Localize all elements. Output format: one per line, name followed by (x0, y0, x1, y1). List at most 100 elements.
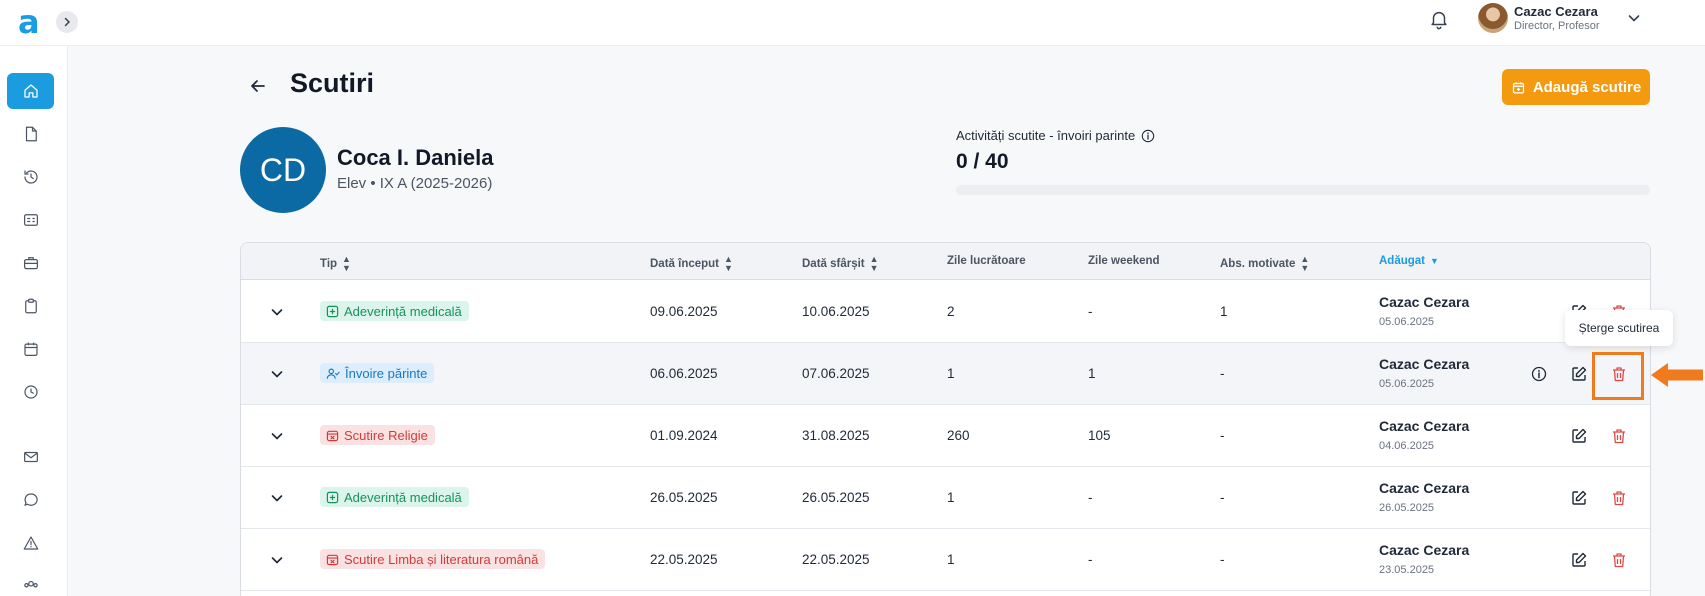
sidebar (0, 46, 68, 596)
col-workdays: Zile lucrătoare (947, 255, 1026, 267)
nav-documents[interactable] (7, 116, 54, 152)
type-badge: Scutire Religie (320, 425, 435, 445)
chat-icon (23, 493, 38, 506)
nav-clipboard[interactable] (7, 288, 54, 324)
type-badge: Scutire Limba și literatura română (320, 549, 546, 569)
chevron-right-icon (64, 17, 70, 27)
nav-chat[interactable] (7, 482, 54, 518)
type-badge: Învoire părinte (320, 363, 435, 383)
added-on: 04.06.2025 (1379, 440, 1435, 452)
chevron-down-icon[interactable] (268, 489, 286, 507)
nav-portfolio[interactable] (7, 245, 54, 281)
end-date: 31.08.2025 (802, 428, 870, 443)
start-date: 22.05.2025 (650, 552, 718, 567)
nav-home[interactable] (7, 73, 54, 109)
added-by: Cazac Cezara (1379, 356, 1470, 372)
plus-square-icon (326, 491, 339, 503)
quota-progress-bar (956, 185, 1650, 195)
home-icon (23, 84, 38, 98)
start-date: 26.05.2025 (650, 490, 718, 505)
trash-icon[interactable] (1610, 551, 1628, 569)
add-exemption-button[interactable]: Adaugă scutire (1502, 69, 1650, 105)
col-type[interactable]: Tip ▲ ▼ (320, 254, 351, 273)
pointer-arrow-icon (1651, 363, 1703, 387)
col-end[interactable]: Dată sfârșit ▲ ▼ (802, 254, 879, 273)
user-role: Director, Profesor (1514, 20, 1600, 32)
col-start[interactable]: Dată început ▲ ▼ (650, 254, 733, 273)
delete-tooltip: Șterge scutirea (1565, 310, 1673, 346)
added-by: Cazac Cezara (1379, 542, 1470, 558)
edit-icon[interactable] (1570, 489, 1588, 507)
bell-icon[interactable] (1428, 8, 1450, 30)
added-on: 05.06.2025 (1379, 378, 1435, 390)
table-row[interactable]: Adeverință medicală 26.05.2025 26.05.202… (241, 467, 1650, 529)
motivated-absences: - (1220, 428, 1225, 443)
end-date: 10.06.2025 (802, 304, 870, 319)
col-motivated[interactable]: Abs. motivate ▲ ▼ (1220, 254, 1310, 273)
weekend-days: 1 (1088, 366, 1096, 381)
user-name[interactable]: Cazac Cezara (1514, 4, 1598, 19)
trash-icon[interactable] (1610, 365, 1628, 383)
col-weekend: Zile weekend (1088, 255, 1160, 267)
info-icon[interactable] (1530, 365, 1548, 383)
start-date: 01.09.2024 (650, 428, 718, 443)
edit-icon[interactable] (1570, 427, 1588, 445)
chevron-down-icon[interactable] (1625, 9, 1643, 27)
type-badge: Adeverință medicală (320, 487, 469, 507)
chevron-down-icon[interactable] (268, 365, 286, 383)
mail-icon (23, 451, 38, 463)
nav-calendar[interactable] (7, 331, 54, 367)
nav-gradebook[interactable] (7, 202, 54, 238)
col-added[interactable]: Adăugat ▼ (1379, 255, 1439, 267)
nav-alerts[interactable] (7, 525, 54, 561)
chevron-down-icon[interactable] (268, 303, 286, 321)
page-title: Scutiri (290, 68, 375, 98)
nav-history[interactable] (7, 159, 54, 195)
top-bar: a Cazac Cezara Director, Profesor (0, 0, 1705, 46)
sort-icon: ▲ ▼ (1300, 254, 1310, 273)
added-on: 26.05.2025 (1379, 502, 1435, 514)
start-date: 06.06.2025 (650, 366, 718, 381)
edit-icon[interactable] (1570, 551, 1588, 569)
nav-users[interactable] (7, 568, 54, 596)
user-check-icon (326, 368, 340, 379)
sort-icon: ▲ ▼ (724, 254, 733, 273)
back-arrow-icon[interactable] (248, 76, 268, 96)
chevron-down-icon[interactable] (268, 551, 286, 569)
add-exemption-label: Adaugă scutire (1532, 78, 1642, 96)
sort-icon: ▲ ▼ (869, 254, 879, 273)
table-row[interactable]: Scutire Religie 01.09.2024 31.08.2025 26… (241, 405, 1650, 467)
users-icon (23, 580, 38, 588)
nav-schedule[interactable] (7, 374, 54, 410)
table-row[interactable]: Adeverință medicală 09.06.2025 10.06.202… (241, 281, 1650, 343)
table-row[interactable]: Învoire părinte 06.06.2025 07.06.2025 1 … (241, 343, 1650, 405)
chevron-down-icon[interactable] (268, 427, 286, 445)
motivated-absences: - (1220, 366, 1225, 381)
table-row[interactable]: Scutire Limba și literatura română 22.05… (241, 529, 1650, 591)
nav-messages[interactable] (7, 439, 54, 475)
plus-square-icon (326, 305, 339, 317)
workdays: 1 (947, 366, 955, 381)
trash-icon[interactable] (1610, 427, 1628, 445)
app-logo[interactable]: a (18, 3, 40, 41)
added-by: Cazac Cezara (1379, 418, 1470, 434)
warning-icon (23, 536, 38, 550)
weekend-days: - (1088, 552, 1093, 567)
student-avatar: CD (240, 127, 326, 213)
calendar-x-icon (326, 430, 339, 441)
sidebar-toggle-button[interactable] (56, 11, 78, 33)
calendar-plus-icon (1512, 81, 1524, 93)
history-icon (23, 170, 38, 184)
info-icon[interactable] (1141, 129, 1155, 143)
clock-icon (23, 385, 38, 399)
trash-icon[interactable] (1610, 489, 1628, 507)
workdays: 1 (947, 490, 955, 505)
highlight-box (1592, 352, 1644, 400)
user-avatar[interactable] (1478, 3, 1508, 33)
sort-desc-icon: ▼ (1430, 256, 1439, 266)
quota-label-wrapper: Activități scutite - învoiri parinte (956, 128, 1155, 143)
weekend-days: 105 (1088, 428, 1111, 443)
workdays: 1 (947, 552, 955, 567)
edit-icon[interactable] (1570, 365, 1588, 383)
type-badge: Adeverință medicală (320, 301, 469, 321)
